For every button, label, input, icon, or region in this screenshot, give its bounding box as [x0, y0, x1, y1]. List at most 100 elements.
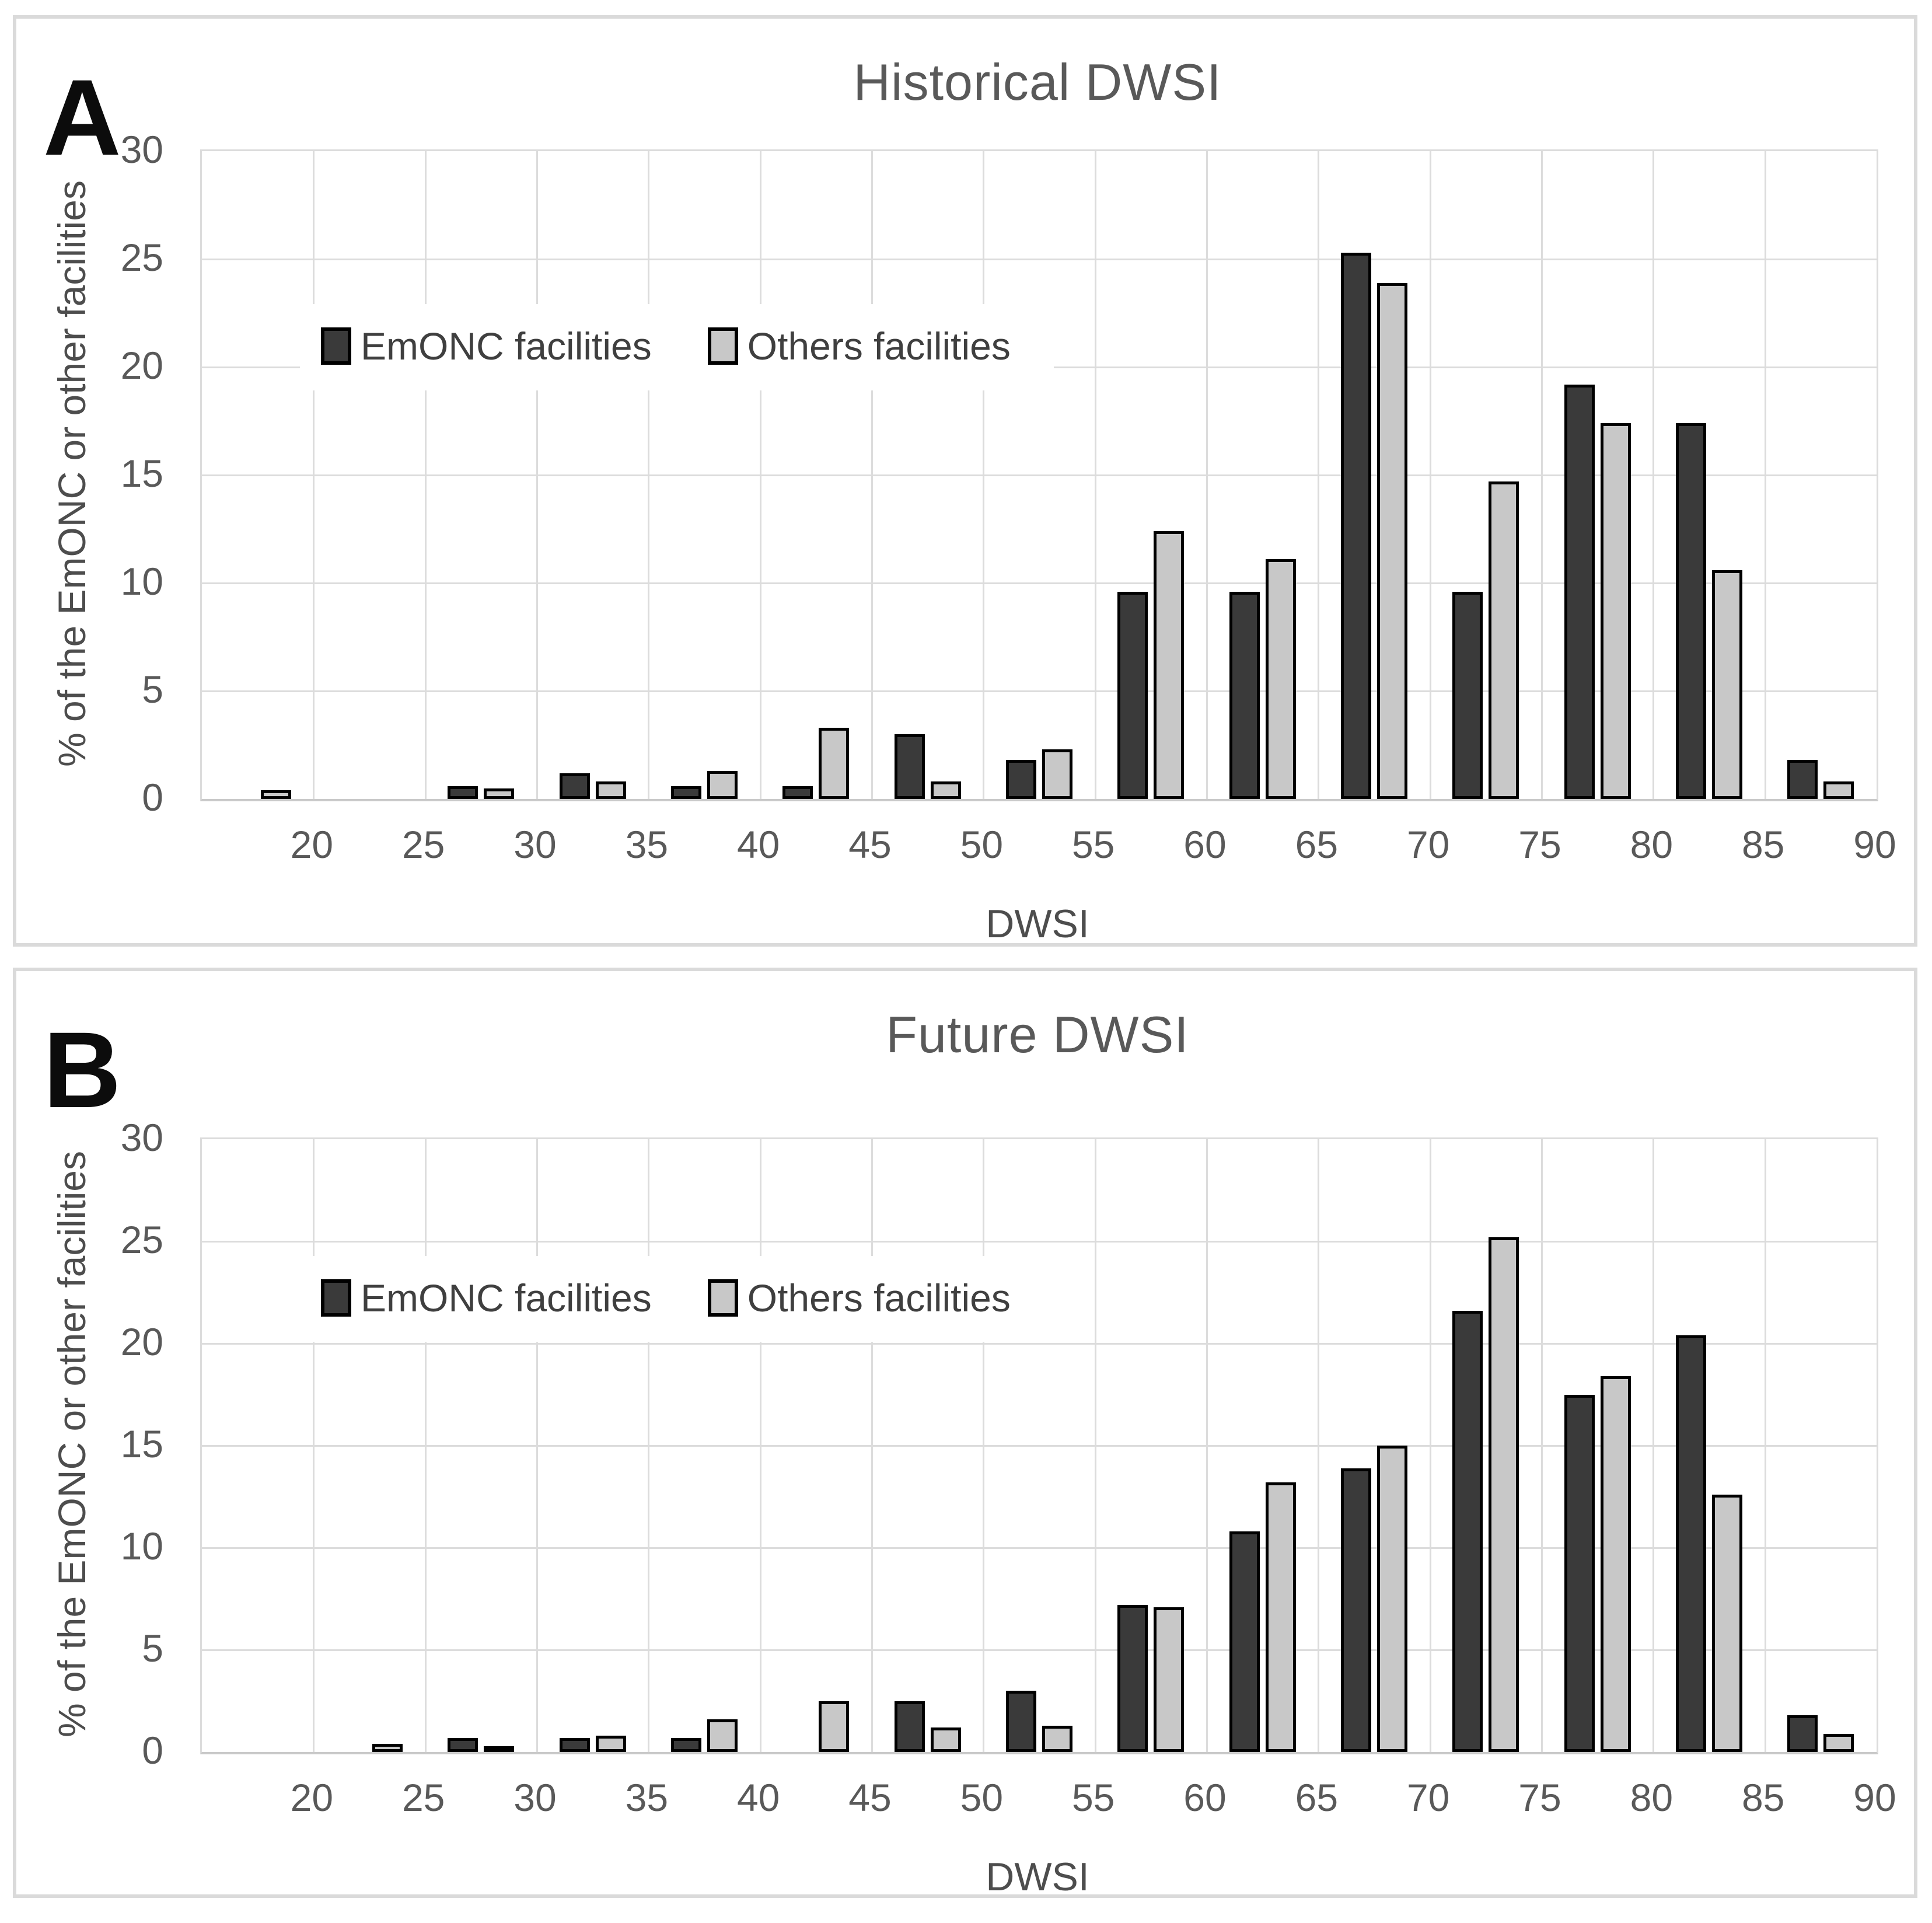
x-tick-label-40: 40 — [736, 1776, 780, 1819]
x-tick-label-35: 35 — [625, 823, 669, 866]
x-tick-label-20: 20 — [290, 1776, 334, 1819]
v-gridline-65 — [1318, 151, 1320, 799]
v-gridline-40 — [759, 151, 761, 799]
h-gridline-5 — [202, 690, 1877, 692]
legend-item-others: Others facilities — [707, 324, 1011, 368]
bar-emonc-35-40 — [671, 786, 701, 799]
bar-others-35-40 — [707, 770, 738, 799]
bar-emonc-25-30 — [448, 1737, 478, 1752]
x-tick-label-70: 70 — [1406, 823, 1450, 866]
y-tick-label-30: 30 — [120, 128, 163, 171]
bar-emonc-85-90 — [1787, 1715, 1818, 1752]
y-tick-label-0: 0 — [142, 776, 163, 819]
bar-others-50-55 — [1042, 749, 1072, 799]
v-gridline-30 — [536, 151, 538, 799]
legend: EmONC facilities Others facilities — [300, 1256, 1054, 1342]
chart-title-future: Future DWSI — [886, 1006, 1189, 1063]
bar-emonc-50-55 — [1006, 1691, 1036, 1752]
x-tick-label-30: 30 — [513, 1776, 557, 1819]
bar-others-55-60 — [1154, 531, 1185, 799]
x-tick-label-85: 85 — [1741, 823, 1785, 866]
h-gridline-10 — [202, 1547, 1877, 1549]
bar-emonc-30-35 — [559, 1737, 590, 1752]
bar-others-35-40 — [707, 1719, 738, 1752]
legend-label: Others facilities — [747, 324, 1011, 368]
bar-emonc-60-65 — [1229, 1531, 1260, 1752]
legend-label: EmONC facilities — [361, 324, 652, 368]
bar-emonc-65-70 — [1341, 1468, 1371, 1752]
bar-others-60-65 — [1265, 559, 1296, 799]
v-gridline-70 — [1429, 151, 1431, 799]
bar-emonc-80-85 — [1676, 1335, 1706, 1752]
panel-letter-b: B — [43, 1010, 121, 1130]
panel-future: B Future DWSI % of the EmONC or other fa… — [13, 968, 1917, 1899]
bar-emonc-45-50 — [894, 1701, 925, 1752]
bar-others-70-75 — [1489, 481, 1519, 799]
v-gridline-25 — [424, 1139, 427, 1752]
v-gridline-70 — [1429, 1139, 1431, 1752]
v-gridline-40 — [759, 1139, 761, 1752]
bar-others-85-90 — [1823, 1733, 1854, 1752]
panel-historical: A Historical DWSI % of the EmONC or othe… — [13, 15, 1917, 947]
y-tick-label-0: 0 — [142, 1729, 163, 1772]
bar-emonc-70-75 — [1452, 591, 1483, 799]
x-tick-label-25: 25 — [401, 823, 445, 866]
x-tick-label-50: 50 — [960, 1776, 1004, 1819]
bar-others-65-70 — [1377, 282, 1407, 799]
bar-emonc-25-30 — [448, 786, 478, 799]
v-gridline-85 — [1764, 151, 1766, 799]
y-tick-label-10: 10 — [120, 560, 163, 603]
v-gridline-45 — [871, 1139, 873, 1752]
legend-item-emonc: EmONC facilities — [321, 324, 652, 368]
plot-area-historical: EmONC facilities Others facilities — [200, 149, 1878, 801]
bar-others-30-35 — [595, 781, 626, 799]
x-tick-label-80: 80 — [1630, 823, 1674, 866]
bar-emonc-65-70 — [1341, 252, 1371, 799]
y-tick-label-10: 10 — [120, 1524, 163, 1568]
v-gridline-25 — [424, 151, 427, 799]
bar-others-80-85 — [1712, 1495, 1742, 1752]
y-tick-label-5: 5 — [142, 1627, 163, 1670]
x-tick-label-45: 45 — [848, 1776, 892, 1819]
v-gridline-60 — [1206, 151, 1208, 799]
v-gridline-45 — [871, 151, 873, 799]
bar-emonc-80-85 — [1676, 423, 1706, 799]
v-gridline-55 — [1094, 151, 1096, 799]
x-tick-label-55: 55 — [1071, 823, 1115, 866]
v-gridline-80 — [1652, 151, 1655, 799]
v-gridline-65 — [1318, 1139, 1320, 1752]
h-gridline-25 — [202, 259, 1877, 260]
legend-label: Others facilities — [747, 1276, 1011, 1320]
bar-others-65-70 — [1377, 1446, 1407, 1752]
x-tick-label-30: 30 — [513, 823, 557, 866]
v-gridline-35 — [648, 151, 650, 799]
v-gridline-50 — [983, 151, 985, 799]
h-gridline-10 — [202, 582, 1877, 584]
legend-marker-emonc-icon — [321, 327, 351, 365]
v-gridline-30 — [536, 1139, 538, 1752]
v-gridline-50 — [983, 1139, 985, 1752]
bar-others-85-90 — [1823, 781, 1854, 799]
v-gridline-20 — [313, 151, 315, 799]
bar-others-40-45 — [819, 727, 850, 799]
bar-others-25-30 — [484, 788, 515, 799]
x-tick-label-75: 75 — [1518, 823, 1561, 866]
plot-area-future: EmONC facilities Others facilities — [200, 1137, 1878, 1754]
x-axis-title: DWSI — [986, 902, 1089, 946]
v-gridline-75 — [1541, 1139, 1543, 1752]
y-tick-label-15: 15 — [120, 1422, 163, 1465]
bar-emonc-85-90 — [1787, 760, 1818, 799]
bar-others-75-80 — [1600, 1376, 1631, 1752]
legend-label: EmONC facilities — [361, 1276, 652, 1320]
bar-others-60-65 — [1265, 1482, 1296, 1752]
x-tick-label-65: 65 — [1295, 1776, 1339, 1819]
bar-others-45-50 — [930, 781, 961, 799]
v-gridline-85 — [1764, 1139, 1766, 1752]
y-tick-label-5: 5 — [142, 668, 163, 711]
v-gridline-75 — [1541, 151, 1543, 799]
x-tick-label-70: 70 — [1406, 1776, 1450, 1819]
x-tick-label-60: 60 — [1183, 823, 1227, 866]
bar-emonc-30-35 — [559, 773, 590, 799]
bar-others-50-55 — [1042, 1725, 1072, 1752]
x-tick-label-80: 80 — [1630, 1776, 1674, 1819]
